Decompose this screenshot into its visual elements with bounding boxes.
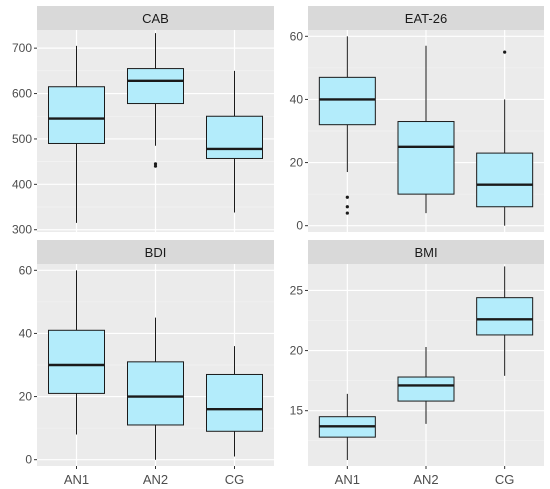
outlier-point: [153, 162, 158, 166]
boxplot-an1: [48, 270, 105, 435]
box-iqr: [476, 297, 534, 336]
box-iqr: [397, 376, 455, 402]
boxplot-an2: [127, 317, 184, 460]
strip-background: [37, 6, 274, 30]
y-tick-label: 40: [19, 326, 33, 340]
outlier-point: [503, 50, 507, 54]
y-tick-label: 25: [290, 283, 304, 297]
y-tick-label: 400: [12, 177, 32, 191]
panel-bdi: BDI 0 20 40 60 AN1 AN2 CG: [19, 240, 274, 487]
boxplot-cg: [206, 70, 263, 213]
y-tick-label: 500: [12, 132, 32, 146]
boxplot-cg: [476, 266, 534, 376]
box-iqr: [397, 121, 455, 195]
x-tick-label: AN2: [143, 472, 168, 487]
panel-cab: CAB 300 400 500 600 700: [12, 6, 274, 237]
y-tick-label: 60: [19, 263, 33, 277]
box-iqr: [476, 152, 534, 208]
boxplot-cg: [476, 50, 534, 226]
strip-title: BMI: [414, 245, 437, 260]
y-tick-label: 0: [296, 219, 303, 233]
box-iqr: [318, 76, 376, 126]
y-tick-label: 40: [290, 92, 304, 106]
panel-bmi: BMI 15 20 25 AN1 AN2 CG: [290, 240, 544, 487]
boxplot-an1: [318, 393, 376, 460]
box-iqr: [48, 86, 105, 144]
strip-title: CAB: [142, 11, 169, 26]
y-tick-label: 20: [290, 156, 304, 170]
x-tick-label: CG: [495, 472, 515, 487]
y-tick-label: 60: [290, 29, 304, 43]
y-tick-label: 600: [12, 87, 32, 101]
boxplot-cg: [206, 346, 263, 457]
y-tick-label: 15: [290, 404, 304, 418]
box-iqr: [127, 361, 184, 426]
strip-title: BDI: [145, 245, 167, 260]
y-tick-label: 20: [290, 344, 304, 358]
y-tick-label: 700: [12, 41, 32, 55]
y-tick-label: 0: [25, 453, 32, 467]
x-tick-label: AN1: [64, 472, 89, 487]
boxplot-an1: [48, 45, 105, 223]
x-tick-label: AN1: [335, 472, 360, 487]
strip-background: [308, 240, 544, 264]
outlier-point: [153, 164, 158, 168]
boxplot-an2: [397, 346, 455, 424]
y-tick-label: 20: [19, 390, 33, 404]
strip-background: [37, 240, 274, 264]
outlier-point: [345, 211, 349, 215]
panel-eat-26: EAT-26 0 20 40 60: [290, 6, 544, 233]
box-iqr: [48, 329, 105, 394]
strip-title: EAT-26: [405, 11, 447, 26]
y-tick-label: 300: [12, 223, 32, 237]
boxplot-an1: [318, 36, 376, 215]
x-tick-label: AN2: [413, 472, 438, 487]
strip-background: [308, 6, 544, 30]
box-iqr: [206, 373, 263, 432]
outlier-point: [345, 205, 349, 209]
boxplot-an2: [397, 45, 455, 214]
box-iqr: [127, 68, 184, 105]
x-tick-label: CG: [225, 472, 245, 487]
box-iqr: [206, 115, 263, 159]
boxplot-an2: [127, 33, 184, 168]
outlier-point: [345, 195, 349, 199]
